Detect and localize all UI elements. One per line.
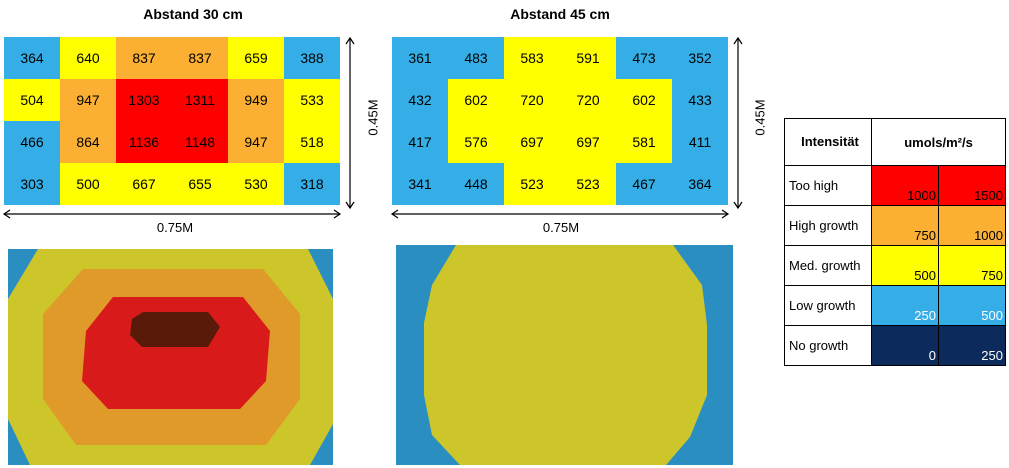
heatmap-cell: 303 <box>4 163 60 205</box>
legend-label: Too high <box>784 165 872 206</box>
heatmap-cell: 947 <box>60 79 116 121</box>
heatmap-cell: 361 <box>392 37 448 79</box>
heatmap-row: 303 500 667 655 530 318 <box>4 163 340 205</box>
legend-max-value: 500 <box>938 285 1006 326</box>
legend-label: Med. growth <box>784 245 872 286</box>
heatmap-cell: 720 <box>504 79 560 121</box>
heatmap-row: 432 602 720 720 602 433 <box>392 79 728 121</box>
height-label-45cm: 0.45M <box>752 99 768 136</box>
heatmap-cell: 504 <box>4 79 60 121</box>
heatmap-cell: 500 <box>60 163 116 205</box>
heatmap-cell: 523 <box>560 163 616 205</box>
legend-row: High growth 750 1000 <box>784 205 1006 246</box>
heatmap-45cm-title: Abstand 45 cm <box>510 6 610 22</box>
heatmap-cell: 602 <box>616 79 672 121</box>
heatmap-cell: 533 <box>284 79 340 121</box>
legend-label: Low growth <box>784 285 872 326</box>
heatmap-row: 504 947 1303 1311 949 533 <box>4 79 340 121</box>
heatmap-cell: 1136 <box>116 121 172 163</box>
legend-max-value: 750 <box>938 245 1006 286</box>
legend-min-value: 750 <box>871 205 939 246</box>
contour-map-30cm <box>8 249 333 465</box>
heatmap-cell: 576 <box>448 121 504 163</box>
heatmap-cell: 1148 <box>172 121 228 163</box>
legend-row: Med. growth 500 750 <box>784 245 1006 286</box>
contour-region-too-high <box>82 297 270 409</box>
heatmap-cell: 467 <box>616 163 672 205</box>
heatmap-cell: 1311 <box>172 79 228 121</box>
contour-region-med <box>424 245 707 465</box>
heatmap-cell: 1303 <box>116 79 172 121</box>
legend-min-value: 500 <box>871 245 939 286</box>
heatmap-30cm-grid: 364 640 837 837 659 388 504 947 1303 1311 949 533 46… <box>4 37 340 205</box>
heatmap-cell: 659 <box>228 37 284 79</box>
heatmap-cell: 837 <box>172 37 228 79</box>
heatmap-cell: 864 <box>60 121 116 163</box>
legend-row: Low growth 250 500 <box>784 285 1006 326</box>
heatmap-cell: 483 <box>448 37 504 79</box>
heatmap-cell: 523 <box>504 163 560 205</box>
heatmap-cell: 581 <box>616 121 672 163</box>
heatmap-cell: 432 <box>392 79 448 121</box>
legend-label: High growth <box>784 205 872 246</box>
dimension-arrows-30cm <box>2 36 355 219</box>
heatmap-cell: 388 <box>284 37 340 79</box>
legend-min-value: 250 <box>871 285 939 326</box>
width-label-45cm: 0.75M <box>542 220 580 235</box>
heatmap-cell: 583 <box>504 37 560 79</box>
heatmap-row: 361 483 583 591 473 352 <box>392 37 728 79</box>
heatmap-cell: 318 <box>284 163 340 205</box>
heatmap-row: 364 640 837 837 659 388 <box>4 37 340 79</box>
heatmap-30cm-title: Abstand 30 cm <box>143 6 243 22</box>
legend-label: No growth <box>784 325 872 366</box>
height-label-30cm: 0.45M <box>365 99 381 136</box>
heatmap-45cm-grid: 361 483 583 591 473 352 432 602 720 720 602 433 417 5… <box>392 37 728 205</box>
heatmap-cell: 655 <box>172 163 228 205</box>
heatmap-cell: 473 <box>616 37 672 79</box>
heatmap-cell: 433 <box>672 79 728 121</box>
heatmap-cell: 364 <box>672 163 728 205</box>
heatmap-row: 466 864 1136 1148 947 518 <box>4 121 340 163</box>
heatmap-row: 341 448 523 523 467 364 <box>392 163 728 205</box>
heatmap-cell: 947 <box>228 121 284 163</box>
heatmap-row: 417 576 697 697 581 411 <box>392 121 728 163</box>
heatmap-cell: 837 <box>116 37 172 79</box>
heatmap-cell: 364 <box>4 37 60 79</box>
heatmap-cell: 352 <box>672 37 728 79</box>
legend-max-value: 1500 <box>938 165 1006 206</box>
heatmap-cell: 518 <box>284 121 340 163</box>
heatmap-cell: 720 <box>560 79 616 121</box>
heatmap-cell: 640 <box>60 37 116 79</box>
dimension-arrows-45cm <box>390 36 743 219</box>
heatmap-cell: 530 <box>228 163 284 205</box>
legend-min-value: 1000 <box>871 165 939 206</box>
heatmap-cell: 341 <box>392 163 448 205</box>
contour-map-45cm <box>396 245 733 465</box>
heatmap-cell: 697 <box>504 121 560 163</box>
legend-min-value: 0 <box>871 325 939 366</box>
legend-header-intensity: Intensität <box>784 118 872 166</box>
heatmap-cell: 949 <box>228 79 284 121</box>
heatmap-cell: 697 <box>560 121 616 163</box>
legend-max-value: 250 <box>938 325 1006 366</box>
legend-header-units: umols/m²/s <box>871 118 1006 166</box>
intensity-legend: Intensität umols/m²/s Too high 1000 1500 Hi… <box>784 118 1006 366</box>
width-label-30cm: 0.75M <box>156 220 194 235</box>
heatmap-cell: 417 <box>392 121 448 163</box>
contour-region-peak <box>130 312 220 347</box>
legend-row: No growth 0 250 <box>784 325 1006 366</box>
heatmap-cell: 667 <box>116 163 172 205</box>
heatmap-cell: 448 <box>448 163 504 205</box>
heatmap-cell: 591 <box>560 37 616 79</box>
heatmap-cell: 411 <box>672 121 728 163</box>
heatmap-cell: 602 <box>448 79 504 121</box>
legend-row: Too high 1000 1500 <box>784 165 1006 206</box>
heatmap-cell: 466 <box>4 121 60 163</box>
legend-max-value: 1000 <box>938 205 1006 246</box>
